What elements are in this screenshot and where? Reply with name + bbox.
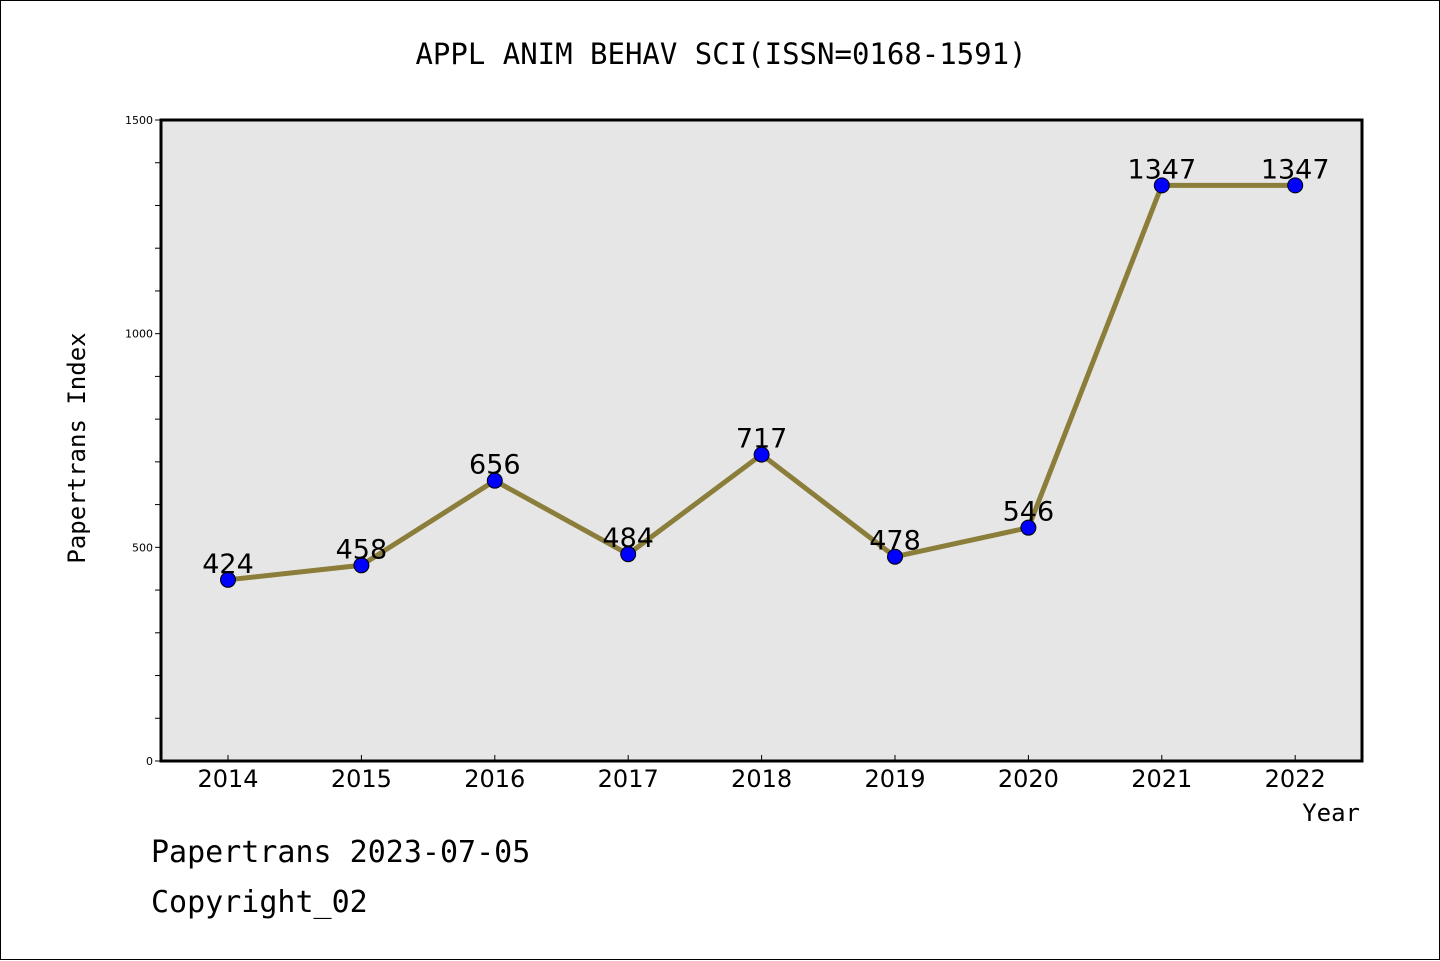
data-point (887, 548, 903, 565)
data-label: 478 (869, 526, 921, 557)
plot-area (159, 118, 1364, 763)
y-tick-label: 500 (132, 541, 153, 554)
x-tick-label: 2016 (464, 765, 525, 793)
data-label: 1347 (1261, 154, 1330, 185)
data-point (1020, 519, 1037, 536)
footer-date: Papertrans 2023-07-05 (151, 835, 531, 870)
data-label: 717 (736, 424, 788, 455)
data-label: 546 (1003, 497, 1055, 528)
x-tick-label: 2021 (1131, 765, 1192, 793)
data-label: 1347 (1127, 154, 1196, 185)
data-label: 458 (336, 534, 388, 565)
y-axis-ticks: 0 500 1000 1500 (125, 114, 161, 768)
data-point (620, 546, 637, 563)
data-point (353, 557, 370, 574)
x-tick-label: 2018 (731, 765, 792, 793)
footer-copyright: Copyright_02 (151, 885, 368, 920)
y-axis-label: Papertrans Index (63, 332, 91, 563)
data-label: 484 (602, 523, 654, 554)
data-point (1287, 177, 1304, 194)
data-point (220, 571, 236, 588)
data-label: 424 (202, 549, 254, 580)
y-tick-label: 1000 (125, 328, 153, 341)
y-tick-label: 0 (146, 755, 153, 768)
data-point (753, 446, 770, 463)
x-tick-label: 2017 (598, 765, 659, 793)
points-group (220, 177, 1304, 588)
x-tick-label: 2015 (331, 765, 392, 793)
data-point (486, 472, 503, 489)
data-labels-group: 424 458 656 484 717 478 546 1347 1347 (202, 154, 1329, 579)
x-tick-label: 2022 (1265, 765, 1326, 793)
x-tick-label: 2019 (864, 765, 925, 793)
data-point (1153, 177, 1170, 194)
y-tick-label: 1500 (125, 114, 153, 127)
x-axis-label: Year (1302, 799, 1360, 827)
chart-title: APPL ANIM BEHAV SCI(ISSN=0168-1591) (415, 37, 1027, 71)
data-label: 656 (469, 450, 521, 481)
x-tick-label: 2014 (197, 765, 258, 793)
x-tick-label: 2020 (998, 765, 1059, 793)
x-axis-ticks: 2014 2015 2016 2017 2018 2019 2020 2021 2022 (197, 755, 1326, 793)
